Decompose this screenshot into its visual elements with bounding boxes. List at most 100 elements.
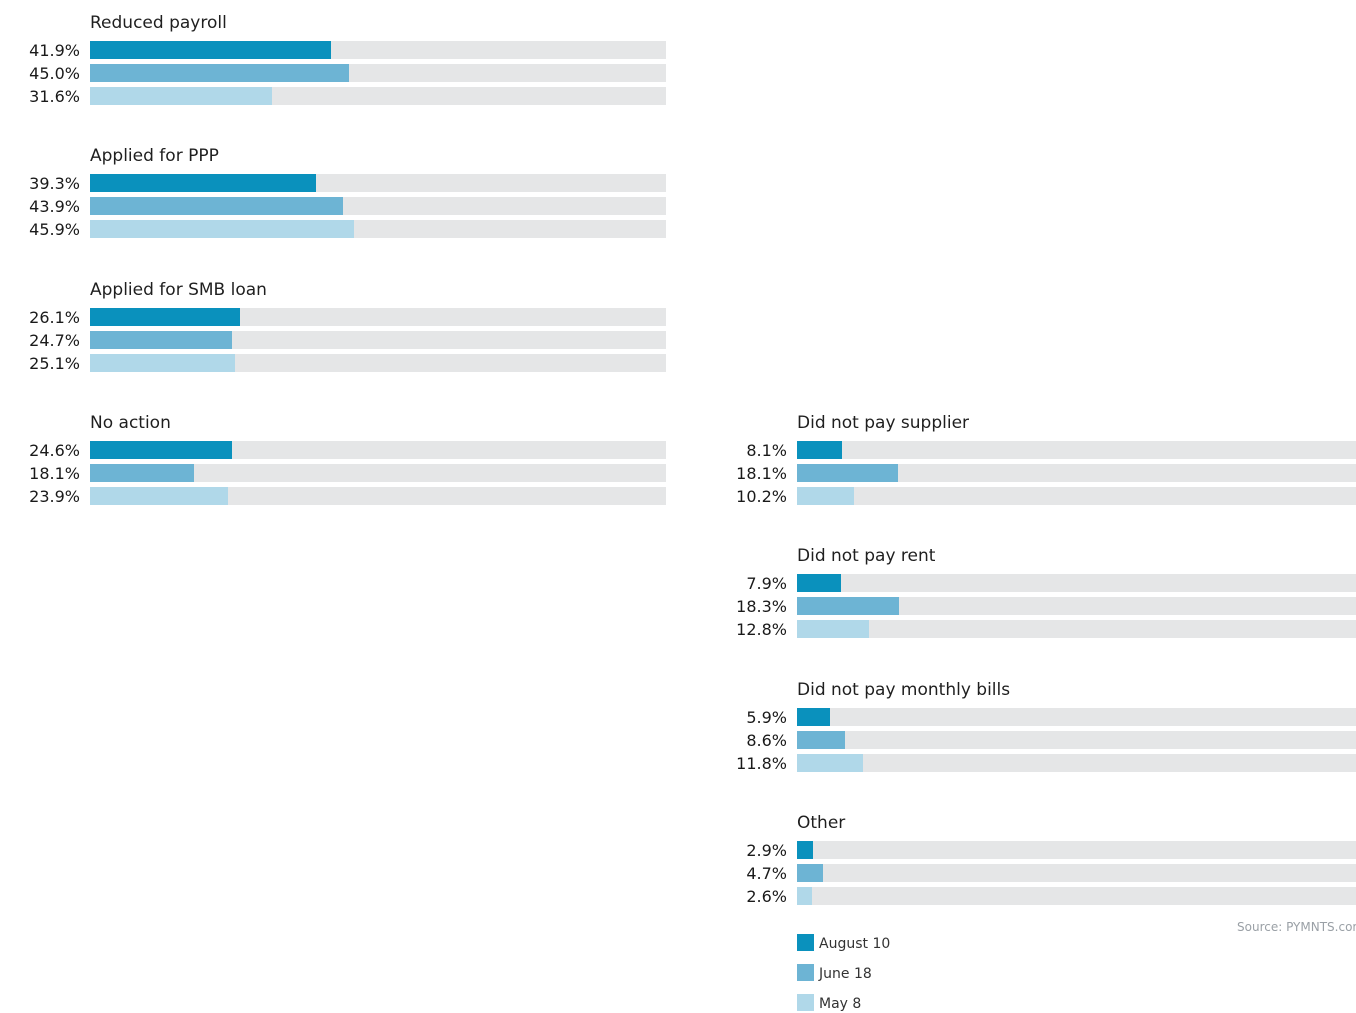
bar-row: 5.9% [707, 708, 1356, 727]
bar-value-label: 18.3% [736, 597, 787, 616]
source-note: Source: PYMNTS.com [1237, 920, 1356, 934]
group-title: Did not pay monthly bills [797, 680, 1011, 700]
bar-track [797, 464, 1356, 482]
legend-swatch-august-10 [797, 934, 814, 951]
bar-value-label: 18.1% [736, 464, 787, 483]
bar [797, 731, 845, 749]
bar-row: 8.6% [707, 731, 1356, 750]
bar [797, 708, 830, 726]
bar-value-label: 8.1% [746, 441, 787, 460]
bar-row: 2.6% [707, 887, 1356, 906]
bar [90, 464, 194, 482]
bar-track [90, 64, 666, 82]
legend-swatch-june-18 [797, 964, 814, 981]
bar [797, 441, 842, 459]
group-title: Reduced payroll [90, 13, 227, 33]
bar-row: 18.3% [707, 597, 1356, 616]
bar-value-label: 23.9% [29, 487, 80, 506]
bar-track [90, 354, 666, 372]
bar-row: 24.6% [0, 441, 670, 460]
bar-track [797, 708, 1356, 726]
bar-value-label: 24.6% [29, 441, 80, 460]
group-title: No action [90, 413, 171, 433]
bar [797, 864, 823, 882]
bar-row: 26.1% [0, 308, 670, 327]
bar-row: 31.6% [0, 87, 670, 106]
bar [90, 441, 232, 459]
bar-track [90, 87, 666, 105]
bar [797, 620, 869, 638]
bar-track [90, 331, 666, 349]
bar-track [90, 441, 666, 459]
bar [90, 354, 235, 372]
bar [797, 841, 813, 859]
bar-track [797, 841, 1356, 859]
bar [90, 220, 354, 238]
bar-row: 2.9% [707, 841, 1356, 860]
legend-label: August 10 [819, 936, 891, 952]
bar-value-label: 43.9% [29, 197, 80, 216]
bar [797, 487, 854, 505]
bar-value-label: 45.0% [29, 64, 80, 83]
bar-track [797, 597, 1356, 615]
bar-row: 12.8% [707, 620, 1356, 639]
bar [797, 887, 812, 905]
bar-track [90, 220, 666, 238]
bar-track [90, 174, 666, 192]
bar-row: 10.2% [707, 487, 1356, 506]
bar-track [797, 887, 1356, 905]
bar-track [90, 197, 666, 215]
bar-value-label: 7.9% [746, 574, 787, 593]
bar [90, 331, 232, 349]
bar-value-label: 11.8% [736, 754, 787, 773]
bar-row: 45.9% [0, 220, 670, 239]
bar [797, 464, 898, 482]
bar-value-label: 24.7% [29, 331, 80, 350]
bar-row: 11.8% [707, 754, 1356, 773]
bar-row: 18.1% [0, 464, 670, 483]
bar-row: 24.7% [0, 331, 670, 350]
legend-label: June 18 [819, 966, 872, 982]
bar-value-label: 4.7% [746, 864, 787, 883]
legend-swatch-may-8 [797, 994, 814, 1011]
bar-track [797, 731, 1356, 749]
bar [797, 597, 899, 615]
bar-value-label: 5.9% [746, 708, 787, 727]
bar-row: 7.9% [707, 574, 1356, 593]
bar-value-label: 25.1% [29, 354, 80, 373]
legend-label: May 8 [819, 996, 862, 1012]
group-title: Other [797, 813, 846, 833]
bar [90, 197, 343, 215]
bar-track [90, 308, 666, 326]
bar-track [797, 574, 1356, 592]
bar-track [797, 441, 1356, 459]
bar-track [90, 464, 666, 482]
group-title: Applied for SMB loan [90, 280, 267, 300]
bar-row: 4.7% [707, 864, 1356, 883]
bar-value-label: 41.9% [29, 41, 80, 60]
group-title: Applied for PPP [90, 146, 219, 166]
bar-value-label: 2.9% [746, 841, 787, 860]
bar-value-label: 39.3% [29, 174, 80, 193]
bar [90, 87, 272, 105]
bar-value-label: 45.9% [29, 220, 80, 239]
bar-track [90, 487, 666, 505]
bar-value-label: 8.6% [746, 731, 787, 750]
bar-value-label: 18.1% [29, 464, 80, 483]
bar-row: 39.3% [0, 174, 670, 193]
bar-track [797, 754, 1356, 772]
bar [90, 487, 228, 505]
bar [90, 308, 240, 326]
bar-value-label: 10.2% [736, 487, 787, 506]
bar-track [797, 620, 1356, 638]
bar-track [797, 864, 1356, 882]
bar [90, 64, 349, 82]
bar [797, 754, 863, 772]
bar-value-label: 26.1% [29, 308, 80, 327]
bar-value-label: 12.8% [736, 620, 787, 639]
bar-row: 18.1% [707, 464, 1356, 483]
group-title: Did not pay supplier [797, 413, 970, 433]
bar [90, 41, 331, 59]
bar-row: 43.9% [0, 197, 670, 216]
bar-track [90, 41, 666, 59]
